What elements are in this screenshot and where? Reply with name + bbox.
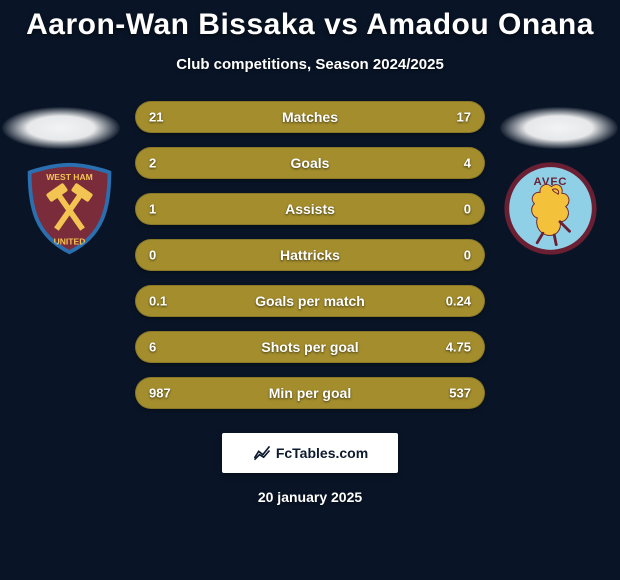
stat-row: 6 Shots per goal 4.75 bbox=[135, 331, 485, 363]
aston-villa-icon: AVFC bbox=[503, 161, 598, 256]
stat-value-left: 0 bbox=[149, 248, 156, 263]
stat-row: 987 Min per goal 537 bbox=[135, 377, 485, 409]
vs-label: vs bbox=[324, 8, 358, 41]
west-ham-icon: WEST HAM UNITED bbox=[22, 161, 117, 256]
stat-label: Hattricks bbox=[280, 247, 340, 263]
stat-row: 21 Matches 17 bbox=[135, 101, 485, 133]
stat-value-left: 2 bbox=[149, 156, 156, 171]
stat-value-right: 0 bbox=[464, 202, 471, 217]
stat-label: Matches bbox=[282, 109, 338, 125]
stat-value-right: 4 bbox=[464, 156, 471, 171]
brand-text: FcTables.com bbox=[276, 445, 368, 461]
spotlight-right bbox=[500, 107, 618, 149]
stat-rows: 21 Matches 17 2 Goals 4 1 Assists 0 0 Hattricks 0 0.… bbox=[135, 101, 485, 409]
stat-value-left: 1 bbox=[149, 202, 156, 217]
stat-value-right: 17 bbox=[457, 110, 471, 125]
comparison-content: WEST HAM UNITED AVFC bbox=[0, 101, 620, 409]
chart-icon bbox=[252, 443, 272, 463]
stat-value-right: 4.75 bbox=[446, 340, 471, 355]
player-left-name: Aaron-Wan Bissaka bbox=[26, 8, 315, 41]
stat-value-right: 537 bbox=[449, 386, 471, 401]
spotlight-left bbox=[2, 107, 120, 149]
club-crest-right: AVFC bbox=[503, 161, 598, 256]
stat-label: Goals per match bbox=[255, 293, 365, 309]
stat-row: 2 Goals 4 bbox=[135, 147, 485, 179]
stat-value-left: 21 bbox=[149, 110, 163, 125]
stat-label: Assists bbox=[285, 201, 335, 217]
stat-value-left: 0.1 bbox=[149, 294, 167, 309]
stat-label: Shots per goal bbox=[261, 339, 358, 355]
subtitle: Club competitions, Season 2024/2025 bbox=[0, 56, 620, 73]
stat-value-left: 6 bbox=[149, 340, 156, 355]
stat-row: 0 Hattricks 0 bbox=[135, 239, 485, 271]
page-title: Aaron-Wan Bissaka vs Amadou Onana bbox=[0, 0, 620, 42]
svg-text:WEST HAM: WEST HAM bbox=[46, 172, 93, 182]
stat-row: 1 Assists 0 bbox=[135, 193, 485, 225]
stat-row: 0.1 Goals per match 0.24 bbox=[135, 285, 485, 317]
stat-value-right: 0.24 bbox=[446, 294, 471, 309]
stat-value-right: 0 bbox=[464, 248, 471, 263]
club-crest-left: WEST HAM UNITED bbox=[22, 161, 117, 256]
stat-value-left: 987 bbox=[149, 386, 171, 401]
stat-label: Goals bbox=[291, 155, 330, 171]
svg-text:UNITED: UNITED bbox=[54, 237, 86, 247]
stat-label: Min per goal bbox=[269, 385, 351, 401]
date-label: 20 january 2025 bbox=[0, 489, 620, 505]
brand-box: FcTables.com bbox=[222, 433, 398, 473]
player-right-name: Amadou Onana bbox=[366, 8, 594, 41]
